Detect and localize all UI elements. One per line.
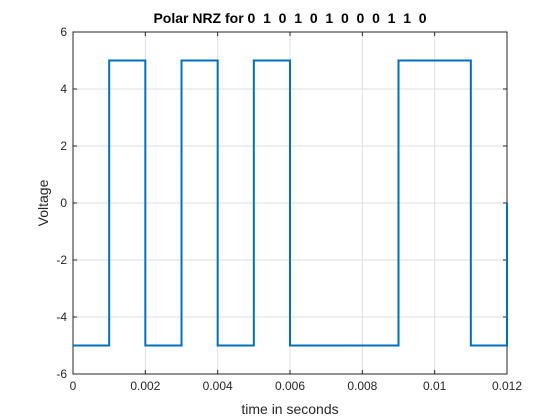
y-axis-ticks: -6 -4 -2 0 2 4 6 [56, 25, 507, 381]
x-axis-label: time in seconds [241, 401, 338, 417]
x-tick-label: 0.01 [423, 379, 447, 393]
y-axis-label: Voltage [35, 179, 51, 226]
x-tick-label: 0.006 [275, 379, 305, 393]
y-tick-label: -2 [56, 253, 67, 267]
x-tick-label: 0.002 [130, 379, 160, 393]
x-tick-label: 0.012 [492, 379, 522, 393]
x-tick-label: 0.004 [203, 379, 233, 393]
y-tick-label: 2 [60, 139, 67, 153]
y-tick-label: -4 [56, 310, 67, 324]
y-tick-label: -6 [56, 367, 67, 381]
y-tick-label: 4 [60, 82, 67, 96]
series-layer [73, 59, 508, 347]
series-line [73, 59, 508, 347]
y-tick-label: 0 [60, 196, 67, 210]
y-tick-label: 6 [60, 25, 67, 39]
x-tick-label: 0.008 [347, 379, 377, 393]
x-axis-ticks: 0 0.002 0.004 0.006 0.008 0.01 0.012 [70, 32, 522, 393]
chart-title: Polar NRZ for 0 1 0 1 0 1 0 0 0 1 1 0 [153, 10, 426, 26]
x-tick-label: 0 [70, 379, 77, 393]
